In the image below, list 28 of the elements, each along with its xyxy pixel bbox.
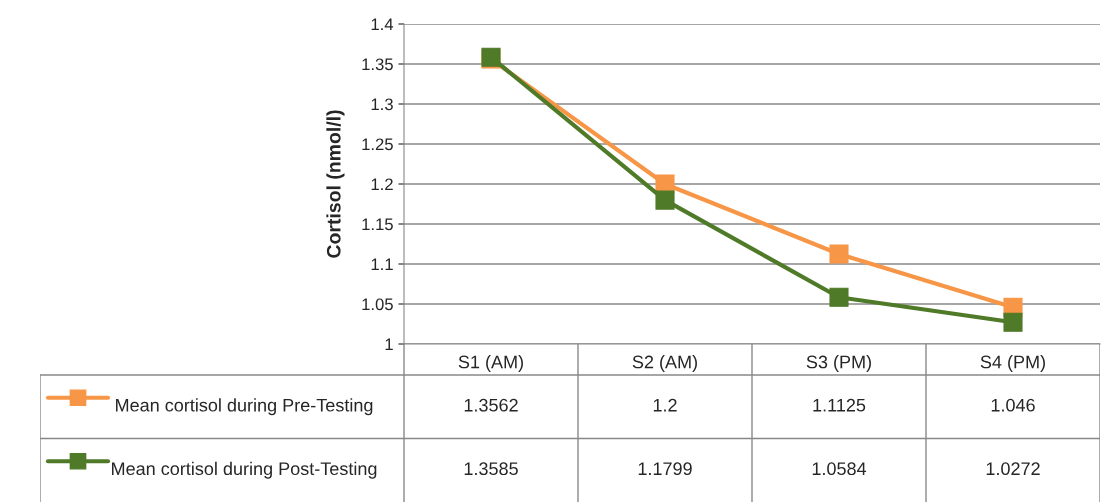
data-label: 1.1799: [638, 462, 692, 476]
point: [1003, 312, 1023, 332]
y-tick-label: 1.35: [362, 58, 393, 71]
x-tick-label: S4 (PM): [980, 355, 1045, 372]
y-axis-title: Cortisol (nmol/l): [326, 110, 345, 258]
y-tick-label: 1.1: [371, 258, 393, 271]
y-tick-label: 1.4: [371, 18, 394, 31]
point: [829, 287, 849, 307]
y-tick-label: 1.2: [371, 178, 393, 191]
y-tick-label: 1.3: [371, 98, 393, 111]
point: [829, 244, 849, 264]
data-label: 1.1125: [813, 398, 866, 412]
y-tick-label: 1.25: [362, 138, 393, 151]
x-tick-label: S2 (AM): [632, 355, 697, 372]
y-tick-label: 1: [385, 338, 393, 351]
data-label: 1.2: [653, 398, 677, 412]
y-tick-label: 1.15: [362, 218, 393, 231]
data-label: 1.0272: [986, 462, 1040, 476]
x-tick-label: S1 (AM): [458, 355, 523, 372]
data-label: 1.046: [991, 398, 1035, 412]
legend-label: Mean cortisol during Post-Testing: [112, 461, 377, 479]
data-label: 1.3585: [464, 462, 518, 476]
data-label: 1.0584: [812, 462, 867, 476]
data-label: 1.3562: [464, 398, 518, 412]
point: [655, 190, 675, 210]
y-tick-label: 1.05: [362, 298, 393, 311]
x-tick-label: S3 (PM): [806, 355, 871, 372]
legend-label: Mean cortisol during Pre-Testing: [116, 398, 373, 416]
